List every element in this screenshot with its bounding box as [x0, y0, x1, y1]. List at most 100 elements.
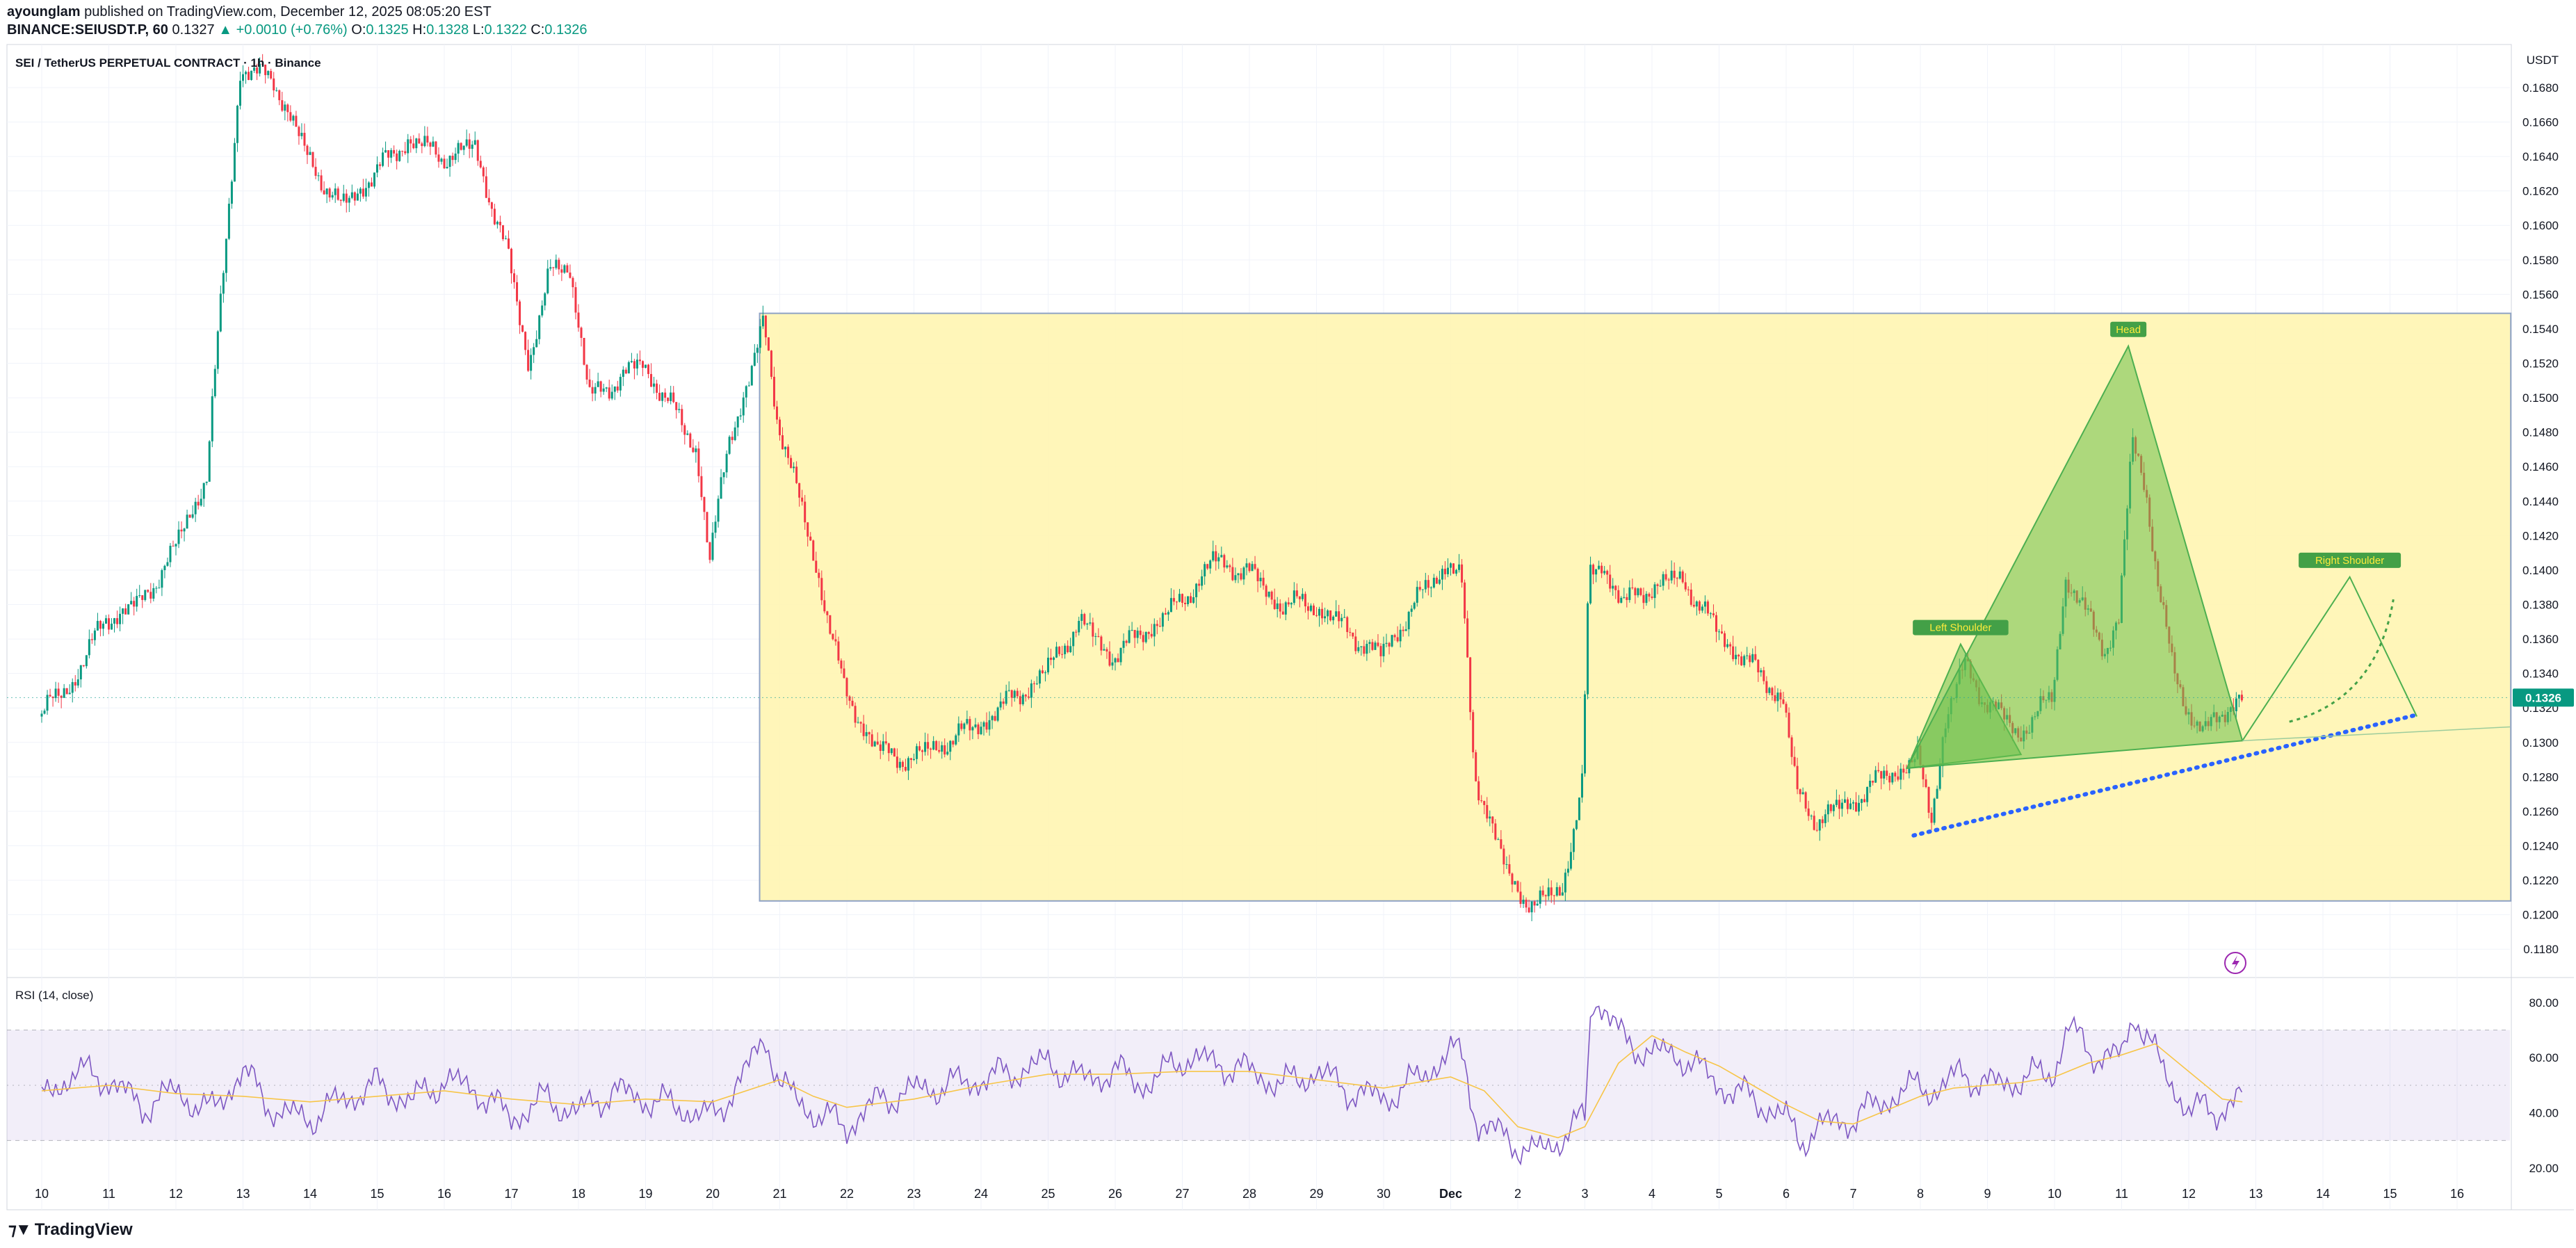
candle-body: [216, 331, 219, 369]
candle-body: [1472, 712, 1475, 753]
candle-body: [348, 197, 350, 203]
candle-body: [1139, 631, 1142, 635]
time-tick-label: 28: [1242, 1187, 1256, 1201]
candle-body: [781, 435, 784, 450]
candle-body: [320, 175, 323, 191]
candle-body: [1324, 616, 1327, 619]
candle-body: [306, 145, 309, 155]
time-tick-label: 8: [1917, 1187, 1924, 1201]
candle-body: [65, 688, 68, 695]
projection-arrow[interactable]: [2289, 599, 2395, 723]
candle-body: [328, 188, 331, 198]
candle-body: [1861, 799, 1863, 803]
candle-body: [1184, 603, 1187, 605]
candle-body: [1846, 799, 1849, 809]
candle-body: [1117, 658, 1119, 663]
lightning-icon[interactable]: [2224, 952, 2246, 974]
trendline-extended[interactable]: [2242, 726, 2511, 742]
candle-body: [1092, 622, 1094, 637]
candle-body: [63, 688, 65, 698]
candle-body: [261, 63, 264, 65]
candle-body: [253, 67, 256, 71]
rsi-pane[interactable]: 20.00 40.00 60.00 80.00: [7, 996, 2559, 1175]
candle-body: [653, 383, 656, 387]
candle-body: [1429, 587, 1432, 589]
candle-body: [111, 624, 113, 630]
candle-body: [331, 195, 334, 198]
candle-body: [200, 499, 202, 505]
candle-body: [1416, 587, 1418, 603]
candle-body: [334, 188, 337, 195]
candle-body: [1874, 770, 1877, 783]
candle-body: [1212, 551, 1215, 561]
candle-body: [787, 446, 790, 458]
candle-body: [622, 369, 624, 378]
candle-body: [96, 621, 99, 631]
candle-body: [1178, 594, 1181, 602]
candle-body: [664, 392, 667, 398]
candle-body: [1458, 564, 1461, 570]
candle-body: [955, 735, 957, 745]
author-name[interactable]: ayounglam: [7, 4, 81, 19]
candle-body: [1404, 629, 1407, 631]
right-shoulder-projection[interactable]: [2242, 575, 2418, 741]
last-price-badge-label: 0.1326: [2525, 691, 2561, 704]
candle-body: [1262, 577, 1265, 586]
candle-body: [952, 740, 955, 745]
candle-body: [809, 536, 812, 541]
candle-body: [1114, 658, 1117, 663]
candle-body: [566, 265, 569, 273]
candle-body: [1525, 900, 1528, 908]
candle-body: [267, 71, 270, 76]
candle-body: [949, 740, 952, 752]
candle-body: [1279, 603, 1281, 612]
candle-body: [700, 476, 703, 497]
candle-body: [1410, 608, 1413, 612]
candle-body: [1128, 630, 1131, 643]
pattern-labels: Left Shoulder Head Right Shoulder: [1913, 321, 2401, 635]
chart-legend-title[interactable]: SEI / TetherUS PERPETUAL CONTRACT · 1h ·…: [15, 56, 321, 70]
price-tick-label: 0.1340: [2522, 667, 2559, 681]
candle-body: [507, 238, 510, 249]
candle-body: [248, 72, 250, 81]
time-axis[interactable]: 10 11 12 13 14 15 16 17 18 19 20 21 22 23 24 25 26 27 28 29…: [35, 1187, 2464, 1201]
candle-body: [1363, 646, 1366, 654]
candle-body: [890, 748, 893, 754]
candle-body: [597, 381, 599, 387]
candle-body: [779, 419, 781, 435]
candle-body: [1078, 621, 1080, 633]
candle-body: [1169, 598, 1172, 613]
candle-body: [1119, 647, 1122, 663]
candle-body: [812, 540, 815, 561]
rsi-legend-title[interactable]: RSI (14, close): [15, 989, 93, 1002]
candle-body: [1886, 770, 1888, 776]
trendline-dotted[interactable]: [1911, 713, 2420, 838]
price-tick-label: 0.1580: [2522, 254, 2559, 267]
candle-body: [1592, 565, 1595, 575]
open-value: 0.1325: [366, 22, 409, 38]
pattern-label-bg: [1913, 619, 2009, 635]
candle-body: [851, 700, 854, 706]
range-box[interactable]: [759, 312, 2512, 902]
price-axis[interactable]: USDT 0.1180 0.1200 0.1220 0.1240 0.1260 0.1280…: [2513, 54, 2574, 956]
head-triangle[interactable]: [1905, 344, 2244, 770]
candle-body: [1938, 765, 1941, 789]
candle-body: [1136, 631, 1139, 638]
candle-body: [1021, 695, 1024, 704]
candle-body: [1164, 613, 1167, 615]
candle-body: [1807, 808, 1810, 816]
candle-body: [256, 67, 259, 74]
time-tick-label: 21: [772, 1187, 786, 1201]
candle-body: [1595, 569, 1598, 575]
candle-body: [454, 153, 457, 161]
candle-body: [904, 767, 907, 771]
tradingview-logo[interactable]: ⁊▼ TradingView: [8, 1219, 133, 1240]
candle-body: [300, 133, 303, 136]
candle-body: [1273, 599, 1276, 609]
candle-body: [161, 570, 163, 588]
candle-body: [1281, 611, 1284, 615]
high-label: H:: [412, 22, 427, 38]
candle-body: [443, 159, 446, 169]
published-text: published on TradingView.com, December 1…: [84, 4, 492, 19]
